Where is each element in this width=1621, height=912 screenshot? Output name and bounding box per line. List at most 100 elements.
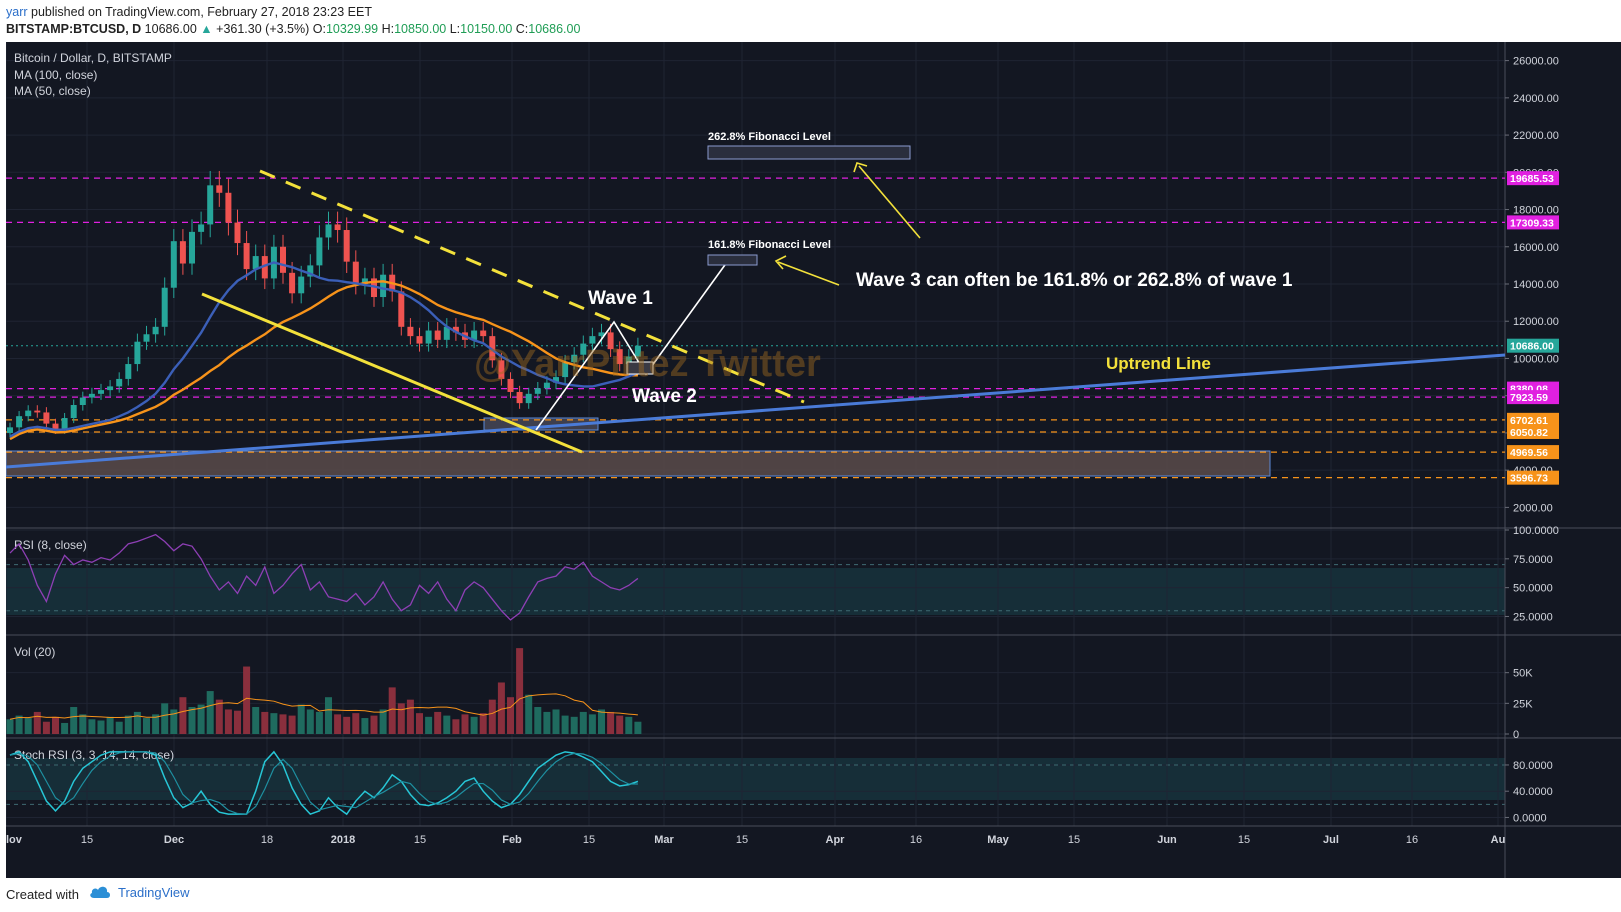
- volume-bar[interactable]: [270, 713, 278, 734]
- volume-bar[interactable]: [33, 711, 41, 734]
- fib262-box[interactable]: [707, 145, 911, 160]
- candle[interactable]: [189, 231, 195, 264]
- candle[interactable]: [516, 391, 523, 404]
- candle[interactable]: [198, 224, 205, 232]
- candle[interactable]: [562, 362, 569, 378]
- tradingview-link[interactable]: TradingView: [88, 884, 190, 900]
- candle[interactable]: [107, 386, 114, 391]
- candle[interactable]: [170, 241, 177, 288]
- candle[interactable]: [452, 326, 459, 333]
- volume-bar[interactable]: [534, 707, 542, 734]
- volume-bar[interactable]: [406, 699, 414, 734]
- candle[interactable]: [152, 326, 159, 335]
- volume-bar[interactable]: [625, 716, 633, 734]
- candle[interactable]: [352, 261, 359, 284]
- candle[interactable]: [598, 332, 605, 337]
- candle[interactable]: [316, 237, 323, 266]
- candle[interactable]: [116, 378, 123, 387]
- candle[interactable]: [480, 330, 487, 337]
- volume-bar[interactable]: [388, 687, 396, 734]
- volume-bar[interactable]: [106, 716, 114, 734]
- volume-bar[interactable]: [243, 666, 251, 734]
- triangle-support-line[interactable]: [201, 292, 583, 454]
- volume-bar[interactable]: [588, 714, 596, 734]
- volume-bar[interactable]: [124, 715, 132, 734]
- volume-bar[interactable]: [552, 709, 560, 734]
- volume-bar[interactable]: [461, 714, 469, 734]
- volume-bar[interactable]: [607, 711, 615, 734]
- candle[interactable]: [143, 334, 150, 342]
- candle[interactable]: [380, 274, 387, 298]
- volume-bar[interactable]: [224, 709, 232, 734]
- volume-bar[interactable]: [634, 721, 642, 734]
- chart-svg[interactable]: @YarrPirtez Twitter Wave 1 Wave 2 Wave 3…: [5, 42, 1621, 878]
- tradingview-label[interactable]: TradingView: [118, 884, 190, 900]
- volume-bar[interactable]: [79, 714, 87, 734]
- volume-bar[interactable]: [261, 711, 269, 734]
- volume-bar[interactable]: [343, 716, 351, 734]
- candle[interactable]: [243, 243, 250, 270]
- volume-bar[interactable]: [234, 710, 241, 734]
- volume-bar[interactable]: [161, 703, 169, 734]
- volume-bar[interactable]: [452, 719, 460, 734]
- candle[interactable]: [580, 343, 587, 355]
- candle[interactable]: [589, 336, 596, 344]
- candle[interactable]: [61, 418, 68, 430]
- volume-bar[interactable]: [206, 691, 214, 734]
- candle[interactable]: [43, 412, 50, 424]
- volume-bar[interactable]: [179, 697, 187, 734]
- candle[interactable]: [498, 360, 505, 379]
- candle[interactable]: [434, 330, 441, 340]
- volume-bar[interactable]: [252, 707, 260, 734]
- candle[interactable]: [525, 393, 532, 404]
- candle[interactable]: [88, 393, 95, 398]
- volume-bar[interactable]: [325, 697, 332, 734]
- volume-bar[interactable]: [197, 704, 205, 734]
- candle[interactable]: [216, 185, 223, 193]
- candle[interactable]: [225, 192, 232, 223]
- candle[interactable]: [334, 224, 341, 231]
- volume-bar[interactable]: [315, 711, 323, 734]
- triangle-resistance-line[interactable]: [259, 169, 805, 404]
- candle[interactable]: [70, 405, 77, 419]
- candle[interactable]: [261, 256, 268, 279]
- volume-bar[interactable]: [416, 713, 423, 734]
- candle[interactable]: [489, 336, 496, 361]
- candle[interactable]: [361, 278, 368, 284]
- candle[interactable]: [298, 276, 305, 294]
- candle[interactable]: [571, 354, 578, 363]
- volume-bar[interactable]: [361, 718, 369, 734]
- volume-bar[interactable]: [24, 718, 32, 734]
- volume-bar[interactable]: [279, 714, 287, 734]
- volume-bar[interactable]: [152, 714, 160, 734]
- volume-bar[interactable]: [479, 713, 487, 734]
- candle[interactable]: [52, 423, 59, 430]
- candle[interactable]: [325, 224, 332, 238]
- volume-bar[interactable]: [88, 719, 96, 734]
- candle[interactable]: [234, 222, 241, 244]
- wave-path-line[interactable]: [535, 257, 731, 431]
- candle[interactable]: [161, 287, 168, 327]
- volume-bar[interactable]: [143, 718, 150, 734]
- candle[interactable]: [125, 364, 132, 379]
- volume-bar[interactable]: [598, 709, 605, 734]
- volume-bar[interactable]: [579, 711, 587, 734]
- volume-bar[interactable]: [497, 682, 505, 734]
- candle[interactable]: [179, 241, 186, 264]
- volume-bar[interactable]: [15, 715, 23, 734]
- volume-bar[interactable]: [133, 711, 141, 734]
- volume-bar[interactable]: [297, 704, 305, 734]
- volume-bar[interactable]: [288, 715, 296, 734]
- candle[interactable]: [134, 341, 141, 365]
- candle[interactable]: [343, 230, 350, 262]
- candle[interactable]: [553, 377, 559, 383]
- candle[interactable]: [543, 382, 550, 389]
- candle[interactable]: [625, 356, 632, 365]
- volume-bar[interactable]: [507, 697, 514, 734]
- volume-bar[interactable]: [115, 721, 123, 734]
- volume-bar[interactable]: [188, 707, 196, 734]
- fib161-box[interactable]: [707, 254, 758, 266]
- candle[interactable]: [25, 410, 32, 417]
- volume-bar[interactable]: [52, 716, 59, 734]
- candle[interactable]: [471, 330, 478, 340]
